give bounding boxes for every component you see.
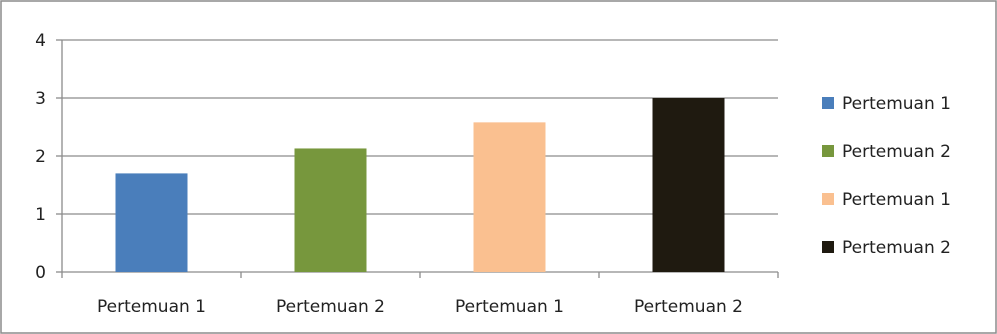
bar-1 (294, 148, 367, 272)
y-axis-ticks: 0 1 2 3 4 (35, 31, 46, 283)
bar-0 (115, 173, 188, 272)
y-tick-label-4: 4 (35, 31, 46, 51)
legend-swatch-2 (822, 193, 834, 205)
x-category-label-3: Pertemuan 2 (634, 297, 743, 317)
y-tick-label-2: 2 (35, 147, 46, 167)
legend-swatch-0 (822, 97, 834, 109)
bar-2 (473, 122, 546, 272)
legend-swatch-3 (822, 241, 834, 253)
x-category-label-1: Pertemuan 2 (276, 297, 385, 317)
x-category-label-2: Pertemuan 1 (455, 297, 564, 317)
legend: Pertemuan 1 Pertemuan 2 Pertemuan 1 Pert… (822, 94, 951, 258)
legend-label-0: Pertemuan 1 (842, 94, 951, 114)
bar-3 (652, 98, 725, 272)
legend-label-3: Pertemuan 2 (842, 238, 951, 258)
legend-swatch-1 (822, 145, 834, 157)
y-tick-label-1: 1 (35, 205, 46, 225)
legend-label-1: Pertemuan 2 (842, 142, 951, 162)
y-tick-label-0: 0 (35, 263, 46, 283)
legend-label-2: Pertemuan 1 (842, 190, 951, 210)
y-tick-label-3: 3 (35, 89, 46, 109)
x-category-label-0: Pertemuan 1 (97, 297, 206, 317)
x-axis-categories: Pertemuan 1 Pertemuan 2 Pertemuan 1 Pert… (97, 297, 743, 317)
bars (115, 98, 725, 272)
